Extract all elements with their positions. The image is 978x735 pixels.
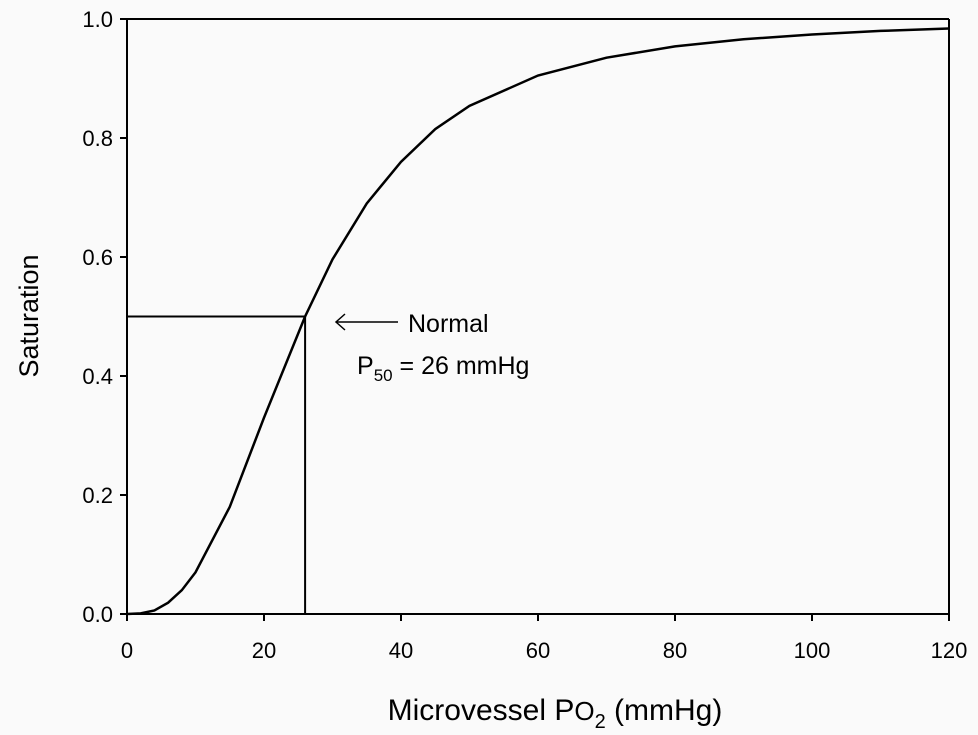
- annotation-part: 50: [374, 366, 393, 385]
- x-axis-label-part: Microvessel P: [388, 694, 575, 727]
- y-axis-label: Saturation: [14, 254, 44, 377]
- annotation-part: P: [357, 352, 374, 380]
- y-tick-label: 1.0: [82, 7, 113, 32]
- y-tick-label: 0.8: [82, 126, 113, 151]
- arrow-head: [334, 313, 346, 331]
- x-tick-label: 40: [389, 638, 413, 663]
- x-axis-label-part: 2: [595, 711, 606, 733]
- annotation-part: = 26 mmHg: [393, 352, 530, 380]
- x-tick-label: 80: [663, 638, 687, 663]
- x-axis-label-part: (mmHg): [606, 694, 723, 727]
- y-tick-label: 0.4: [82, 364, 113, 389]
- annotation-label: Normal: [408, 310, 489, 338]
- annotation-p50: P50 = 26 mmHg: [357, 352, 529, 385]
- x-tick-label: 0: [121, 638, 133, 663]
- y-tick-label: 0.6: [82, 245, 113, 270]
- y-tick-label: 0.0: [82, 602, 113, 627]
- y-tick-label: 0.2: [82, 483, 113, 508]
- x-tick-label: 60: [526, 638, 550, 663]
- x-axis-label-part: O: [574, 696, 594, 726]
- x-tick-label: 20: [252, 638, 276, 663]
- x-tick-label: 100: [794, 638, 831, 663]
- x-axis-label: Microvessel PO2 (mmHg): [388, 694, 723, 733]
- curve: [126, 27, 950, 616]
- x-tick-label: 120: [931, 638, 968, 663]
